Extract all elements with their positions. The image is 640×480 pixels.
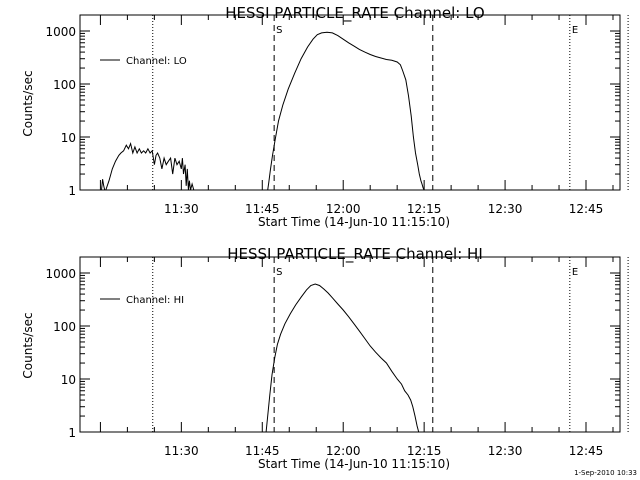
x-tick-label: 11:45 bbox=[245, 444, 280, 458]
y-tick-label: 100 bbox=[53, 78, 76, 92]
legend-entry: Channel: LO bbox=[126, 56, 187, 67]
x-tick-label: 11:30 bbox=[164, 444, 199, 458]
series-line-1 bbox=[267, 31, 426, 191]
chart-title: HESSI PARTICLE_RATE Channel: LO bbox=[225, 4, 484, 23]
series-line-0 bbox=[101, 141, 195, 191]
x-axis-label: Start Time (14-Jun-10 11:15:10) bbox=[258, 457, 450, 471]
plot-frame bbox=[79, 256, 621, 433]
x-tick-label: 11:30 bbox=[164, 202, 199, 216]
marker-label: S bbox=[276, 267, 282, 278]
marker-label: E bbox=[572, 25, 578, 36]
x-tick-label: 12:15 bbox=[407, 202, 442, 216]
plot-frame bbox=[79, 14, 621, 191]
y-tick-label: 1 bbox=[68, 426, 76, 440]
y-tick-label: 1 bbox=[68, 184, 76, 198]
x-tick-label: 12:00 bbox=[326, 444, 361, 458]
x-tick-label: 12:30 bbox=[488, 444, 523, 458]
footer-timestamp: 1-Sep-2010 10:33 bbox=[574, 469, 637, 477]
y-tick-label: 1000 bbox=[45, 25, 76, 39]
x-tick-label: 11:45 bbox=[245, 202, 280, 216]
chart-panel-0: HESSI PARTICLE_RATE Channel: LO Counts/se… bbox=[21, 4, 629, 229]
y-axis-label: Counts/sec bbox=[21, 312, 35, 378]
x-tick-label: 12:15 bbox=[407, 444, 442, 458]
y-tick-label: 10 bbox=[61, 373, 76, 387]
y-tick-label: 1000 bbox=[45, 267, 76, 281]
marker-label: S bbox=[276, 25, 282, 36]
x-tick-label: 12:45 bbox=[569, 202, 604, 216]
x-tick-label: 12:00 bbox=[326, 202, 361, 216]
chart-panel-1: HESSI PARTICLE_RATE Channel: HI Counts/se… bbox=[21, 245, 629, 471]
marker-label: E bbox=[572, 267, 578, 278]
y-tick-label: 10 bbox=[61, 131, 76, 145]
legend-entry: Channel: HI bbox=[126, 295, 184, 306]
x-axis-label: Start Time (14-Jun-10 11:15:10) bbox=[258, 215, 450, 229]
y-tick-label: 100 bbox=[53, 320, 76, 334]
y-axis-label: Counts/sec bbox=[21, 70, 35, 136]
chart-title: HESSI PARTICLE_RATE Channel: HI bbox=[227, 245, 483, 264]
series-line-0 bbox=[265, 283, 420, 433]
x-tick-label: 12:45 bbox=[569, 444, 604, 458]
x-tick-label: 12:30 bbox=[488, 202, 523, 216]
